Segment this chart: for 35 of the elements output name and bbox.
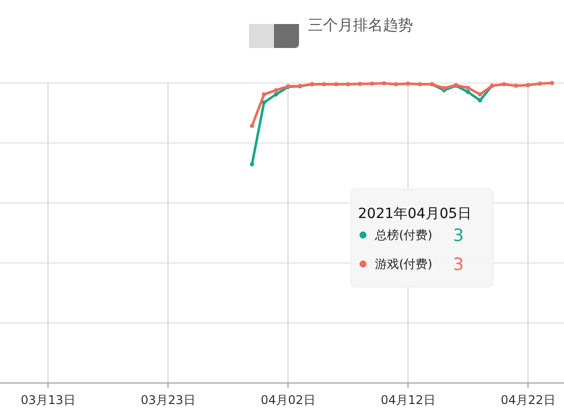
point [250,162,254,166]
point [322,82,326,86]
point [466,90,470,94]
point [442,86,446,90]
annotation: 3 [453,255,464,275]
point [478,92,482,97]
x-tick-label: 04月22日 [500,393,556,408]
annotation: 2021年04月05日 [358,206,472,222]
point [538,81,542,86]
x-tick-label: 04月12日 [380,393,436,408]
point [550,80,554,86]
point [358,82,362,86]
point [334,82,338,86]
point [418,82,422,86]
chart-title: 三个月排名趋势 [308,16,413,34]
point [394,82,398,86]
legend-label: 总榜(付费) [374,228,432,242]
annotation: 3 [453,226,464,246]
point [478,98,482,103]
point [406,81,410,86]
legend-label: 游戏(付费) [375,257,432,271]
point [262,92,266,97]
point [526,82,530,88]
point [250,124,254,128]
point [466,86,470,90]
x-tick-label: 03月13日 [20,393,76,408]
point [346,82,350,86]
point [502,82,506,86]
point [274,92,278,97]
point [514,84,518,88]
point [382,81,386,86]
x-tick-label: 03月23日 [140,393,196,408]
x-tick-label: 04月02日 [260,393,316,408]
point [274,88,278,92]
point [370,81,374,86]
